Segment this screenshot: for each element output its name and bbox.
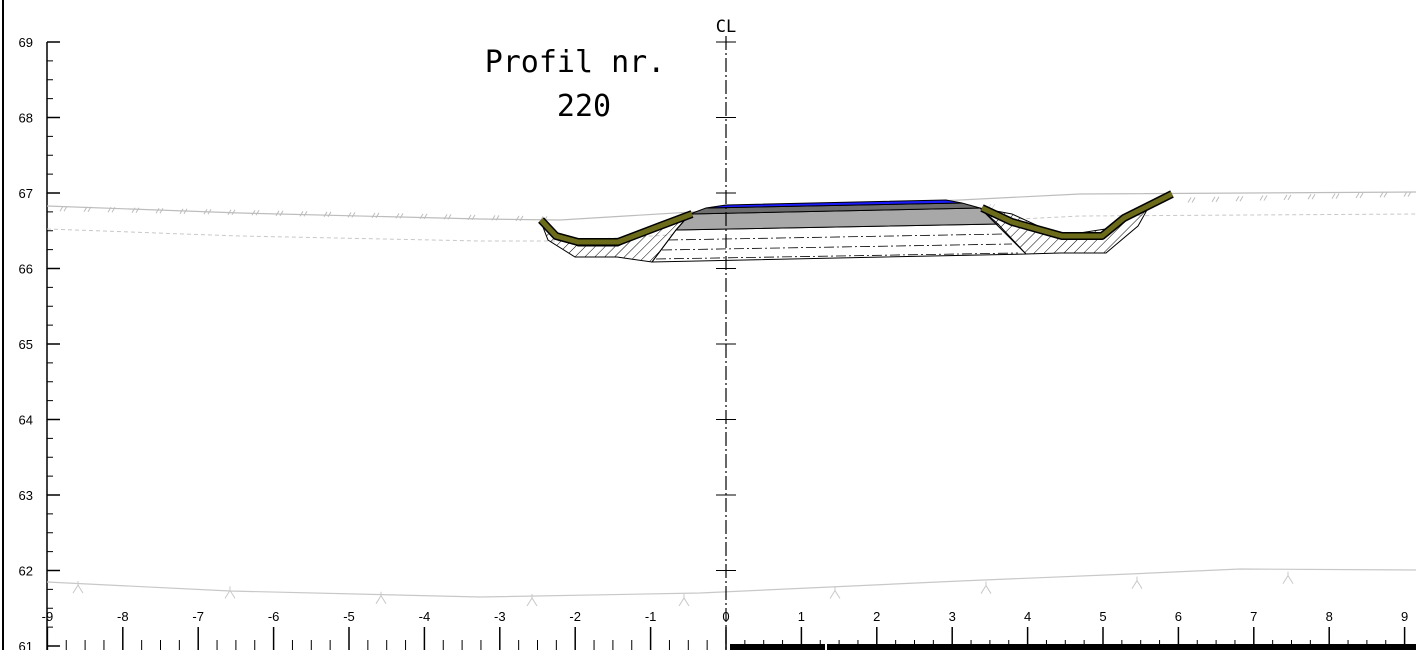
bedrock-mark [526, 594, 538, 607]
x-tick-label: -8 [117, 609, 129, 624]
x-tick-label: -1 [645, 609, 657, 624]
x-tick-label: 1 [798, 609, 805, 624]
x-tick-label: -2 [569, 609, 581, 624]
grass-mark [251, 210, 260, 216]
grass-mark [371, 212, 380, 219]
grass-mark [1283, 194, 1292, 201]
bedrock-marks [72, 571, 1294, 607]
grass-mark [347, 212, 356, 218]
bedrock-mark [1131, 576, 1143, 589]
grass-mark [1331, 193, 1340, 199]
x-tick-label: 3 [949, 609, 956, 624]
grass-mark [443, 214, 452, 220]
x-tick-label: -4 [419, 609, 431, 624]
x-tick-label: 4 [1024, 609, 1031, 624]
y-tick-label: 64 [19, 413, 33, 428]
grass-mark [1379, 192, 1388, 198]
grass-mark [131, 207, 140, 214]
right-ditch-lining-fill [980, 191, 1174, 239]
bedrock-mark [980, 581, 992, 594]
grass-mark [491, 215, 500, 221]
x-tick-label: 5 [1099, 609, 1106, 624]
y-tick-label: 62 [19, 564, 33, 579]
y-tick-label: 61 [19, 639, 33, 650]
left-ditch-lining-fill [539, 211, 693, 245]
grass-mark [1355, 192, 1364, 199]
grass-mark [1403, 191, 1412, 197]
x-tick-label: -7 [192, 609, 204, 624]
bedrock-mark [678, 594, 690, 607]
grass-mark [1307, 194, 1316, 200]
x-tick-label: -9 [42, 609, 54, 624]
x-tick-label: 7 [1250, 609, 1257, 624]
grass-mark [227, 209, 236, 216]
terrain-line-upper [46, 191, 1416, 221]
bedrock-mark [829, 586, 841, 599]
grass-mark [179, 208, 188, 215]
grass-mark [83, 206, 92, 213]
x-axis-labels: -9-8-7-6-5-4-3-2-10123456789 [42, 609, 1409, 624]
grass-mark [203, 209, 212, 215]
grass-mark [395, 213, 404, 219]
profile-title-line1: Profil nr. [485, 45, 666, 80]
bedrock-mark [375, 591, 387, 604]
subbase-pattern [655, 233, 1019, 260]
grass-mark [467, 214, 476, 221]
grass-mark [515, 215, 524, 222]
y-tick-label: 68 [19, 111, 33, 126]
grass-mark [1187, 197, 1196, 203]
bedrock-line [46, 568, 1416, 598]
asphalt-layer [705, 199, 963, 209]
bedrock-mark [72, 581, 84, 594]
profile-title-line2: 220 [557, 89, 611, 124]
y-tick-label: 63 [19, 488, 33, 503]
grass-mark [107, 207, 116, 213]
y-tick-label: 69 [19, 35, 33, 50]
grass-mark [1235, 195, 1244, 202]
y-tick-label: 65 [19, 337, 33, 352]
y-axis-labels: 69 68 67 66 65 64 63 62 61 [19, 35, 33, 650]
x-tick-label: -5 [343, 609, 355, 624]
x-tick-label: 2 [873, 609, 880, 624]
centerline-ticks [716, 41, 736, 571]
x-tick-label: 9 [1401, 609, 1408, 624]
grass-mark [1259, 195, 1268, 201]
x-tick-label: 8 [1326, 609, 1333, 624]
bedrock-mark [1282, 571, 1294, 584]
grass-mark [299, 211, 308, 217]
x-tick-label: 6 [1175, 609, 1182, 624]
grass-mark [419, 213, 428, 220]
y-tick-label: 66 [19, 262, 33, 277]
centerline-label: CL [716, 17, 736, 37]
grass-mark [275, 210, 284, 217]
x-tick-label: -3 [494, 609, 506, 624]
grass-mark [323, 211, 332, 218]
y-axis-ticks [47, 41, 60, 647]
x-tick-label: -6 [268, 609, 280, 624]
grass-mark [59, 206, 68, 212]
grass-mark [1211, 196, 1220, 203]
scale-bar [730, 644, 1416, 650]
bedrock-mark [224, 586, 236, 599]
y-tick-label: 67 [19, 186, 33, 201]
grass-mark [155, 208, 164, 214]
